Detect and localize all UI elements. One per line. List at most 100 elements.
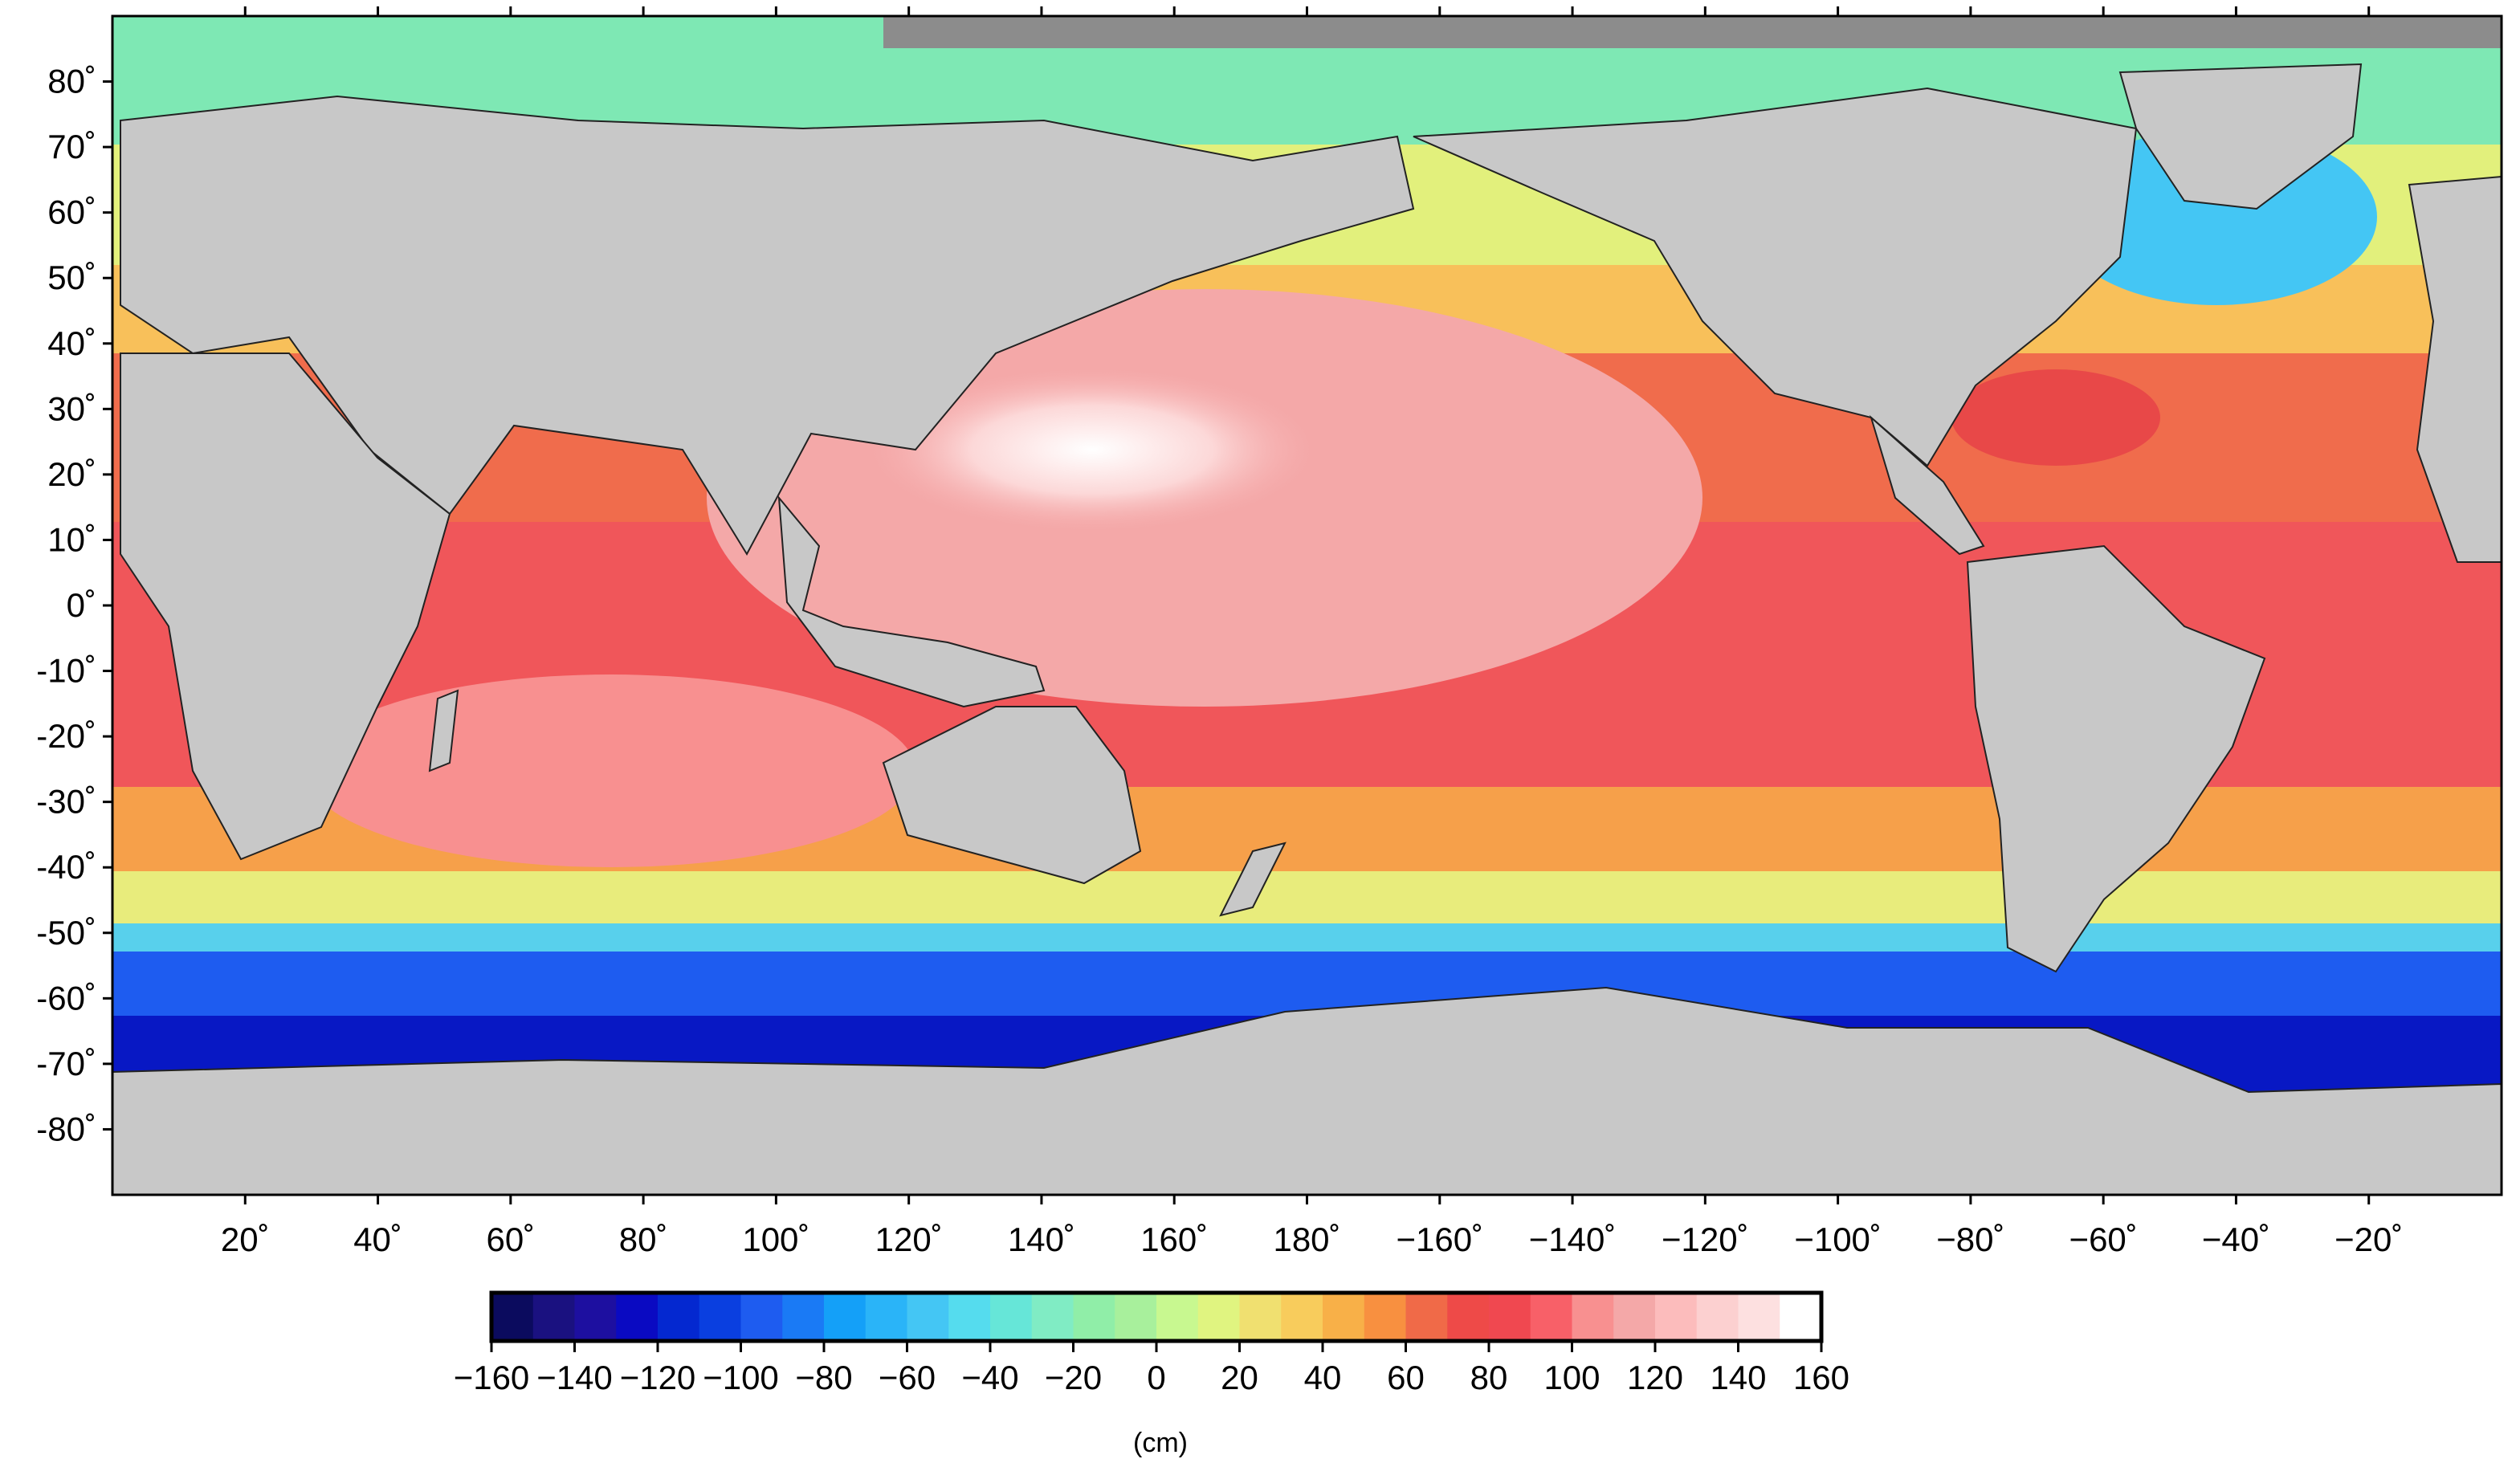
colorbar-swatch bbox=[1197, 1293, 1241, 1341]
colorbar-swatch bbox=[1613, 1293, 1656, 1341]
lon-tick-label: 80˚ bbox=[619, 1221, 668, 1258]
lon-tick-label: 40˚ bbox=[353, 1221, 402, 1258]
colorbar-swatch bbox=[1115, 1293, 1157, 1341]
lon-tick-label: −160˚ bbox=[1396, 1221, 1483, 1258]
colorbar-tick-label: −100 bbox=[703, 1359, 779, 1396]
colorbar-swatch bbox=[616, 1293, 659, 1341]
lat-tick-label: -60˚ bbox=[36, 979, 96, 1017]
colorbar-swatch bbox=[491, 1293, 534, 1341]
lon-tick-label: −140˚ bbox=[1529, 1221, 1617, 1258]
lat-tick-label: -80˚ bbox=[36, 1110, 96, 1147]
lon-tick-label: 140˚ bbox=[1008, 1221, 1075, 1258]
colorbar-swatch bbox=[1738, 1293, 1780, 1341]
lon-tick-label: −40˚ bbox=[2202, 1221, 2270, 1258]
colorbar-tick-label: 60 bbox=[1387, 1359, 1425, 1396]
colorbar-swatch bbox=[990, 1293, 1033, 1341]
colorbar-swatch bbox=[1572, 1293, 1614, 1341]
indian-ocean-pink bbox=[305, 674, 915, 867]
land-greenland bbox=[2118, 63, 2363, 210]
colorbar-tick-label: −160 bbox=[454, 1359, 530, 1396]
colorbar-tick-label: −80 bbox=[795, 1359, 852, 1396]
longitude-axis: 20˚ 40˚ 60˚ 80˚ 100˚ 120˚ 140˚ 160˚ 180˚ −160˚ −14… bbox=[221, 6, 2403, 1258]
colorbar-swatch bbox=[865, 1293, 908, 1341]
colorbar-swatch bbox=[1364, 1293, 1407, 1341]
colorbar-swatch bbox=[1156, 1293, 1199, 1341]
colorbar-tick-label: 120 bbox=[1627, 1359, 1683, 1396]
lat-tick-label: 70˚ bbox=[47, 128, 96, 165]
colorbar-swatch bbox=[1239, 1293, 1282, 1341]
lat-tick-label: 40˚ bbox=[47, 324, 96, 362]
colorbar-swatch bbox=[824, 1293, 867, 1341]
colorbar-swatch bbox=[1780, 1293, 1822, 1341]
lat-tick-label: 60˚ bbox=[47, 194, 96, 231]
colorbar-swatch bbox=[1073, 1293, 1115, 1341]
colorbar-tick-label: −20 bbox=[1045, 1359, 1102, 1396]
lon-tick-label: 100˚ bbox=[742, 1221, 809, 1258]
colorbar-swatch bbox=[1323, 1293, 1365, 1341]
land-southeast-asia bbox=[777, 495, 1046, 708]
colorbar-swatch bbox=[658, 1293, 700, 1341]
colorbar-tick-label: 0 bbox=[1147, 1359, 1165, 1396]
colorbar-swatch bbox=[699, 1293, 742, 1341]
pacific-warm-pool-core bbox=[851, 361, 1333, 538]
land-north-america bbox=[1413, 87, 2138, 467]
colorbar-tick-label: −140 bbox=[536, 1359, 613, 1396]
lat-tick-label: -30˚ bbox=[36, 783, 96, 821]
colorbar-tick-label: 100 bbox=[1543, 1359, 1600, 1396]
colorbar-swatch bbox=[782, 1293, 825, 1341]
lon-tick-label: 180˚ bbox=[1273, 1221, 1340, 1258]
colorbar-swatch bbox=[1031, 1293, 1074, 1341]
colorbar-tick-label: 160 bbox=[1793, 1359, 1849, 1396]
colorbar-unit-label: (cm) bbox=[1133, 1428, 1188, 1458]
lat-tick-label: 10˚ bbox=[47, 520, 96, 558]
colorbar-swatch bbox=[1530, 1293, 1573, 1341]
colorbar-tick-label: 20 bbox=[1221, 1359, 1258, 1396]
colorbar-tick-label: −60 bbox=[879, 1359, 936, 1396]
lon-tick-label: 20˚ bbox=[221, 1221, 270, 1258]
lat-tick-label: -10˚ bbox=[36, 652, 96, 690]
colorbar-tick-label: 80 bbox=[1470, 1359, 1508, 1396]
colorbar-swatch bbox=[907, 1293, 949, 1341]
lat-tick-label: -50˚ bbox=[36, 914, 96, 952]
lat-tick-label: 0˚ bbox=[67, 586, 96, 624]
land-europe-west bbox=[2408, 175, 2502, 563]
land-south-america bbox=[1966, 544, 2266, 973]
land-antarctica bbox=[112, 986, 2502, 1195]
gulf-stream-red bbox=[1951, 369, 2160, 466]
lon-tick-label: 160˚ bbox=[1140, 1221, 1208, 1258]
colorbar-swatch bbox=[532, 1293, 576, 1341]
lon-tick-label: −100˚ bbox=[1794, 1221, 1882, 1258]
lon-tick-label: −120˚ bbox=[1662, 1221, 1749, 1258]
land-australia bbox=[882, 706, 1142, 885]
land-central-america bbox=[1870, 414, 1985, 556]
lat-tick-label: -70˚ bbox=[36, 1045, 96, 1082]
colorbar-swatch bbox=[1489, 1293, 1531, 1341]
colorbar-swatch bbox=[1447, 1293, 1490, 1341]
lat-tick-label: 30˚ bbox=[47, 389, 96, 427]
colorbar-swatch bbox=[1655, 1293, 1698, 1341]
lon-tick-label: −60˚ bbox=[2069, 1221, 2138, 1258]
arctic-ice-cap bbox=[883, 16, 2502, 48]
colorbar-swatch bbox=[1281, 1293, 1323, 1341]
lon-tick-label: 120˚ bbox=[875, 1221, 943, 1258]
colorbar-swatch bbox=[574, 1293, 617, 1341]
ocean-band-front bbox=[112, 923, 2502, 956]
lon-tick-label: 60˚ bbox=[486, 1221, 535, 1258]
world-map bbox=[112, 16, 2502, 1195]
land bbox=[112, 63, 2502, 1195]
land-eurasia bbox=[120, 95, 1415, 556]
colorbar-tick-label: 40 bbox=[1304, 1359, 1342, 1396]
land-africa bbox=[120, 353, 451, 861]
latitude-axis: 80˚ 70˚ 60˚ 50˚ 40˚ 30˚ 20˚ 10˚ 0˚ -10˚ -20˚ -30˚ -4… bbox=[36, 63, 112, 1147]
colorbar-tick-label: −40 bbox=[961, 1359, 1018, 1396]
colorbar-tick-label: 140 bbox=[1710, 1359, 1766, 1396]
lon-tick-label: −20˚ bbox=[2334, 1221, 2403, 1258]
colorbar-swatch bbox=[740, 1293, 783, 1341]
colorbar-swatch bbox=[1405, 1293, 1448, 1341]
land-new-zealand bbox=[1219, 842, 1287, 917]
lat-tick-label: 80˚ bbox=[47, 63, 96, 100]
lat-tick-label: -40˚ bbox=[36, 848, 96, 886]
colorbar-swatch bbox=[1696, 1293, 1739, 1341]
ocean-band-south-subpolar bbox=[112, 871, 2502, 927]
